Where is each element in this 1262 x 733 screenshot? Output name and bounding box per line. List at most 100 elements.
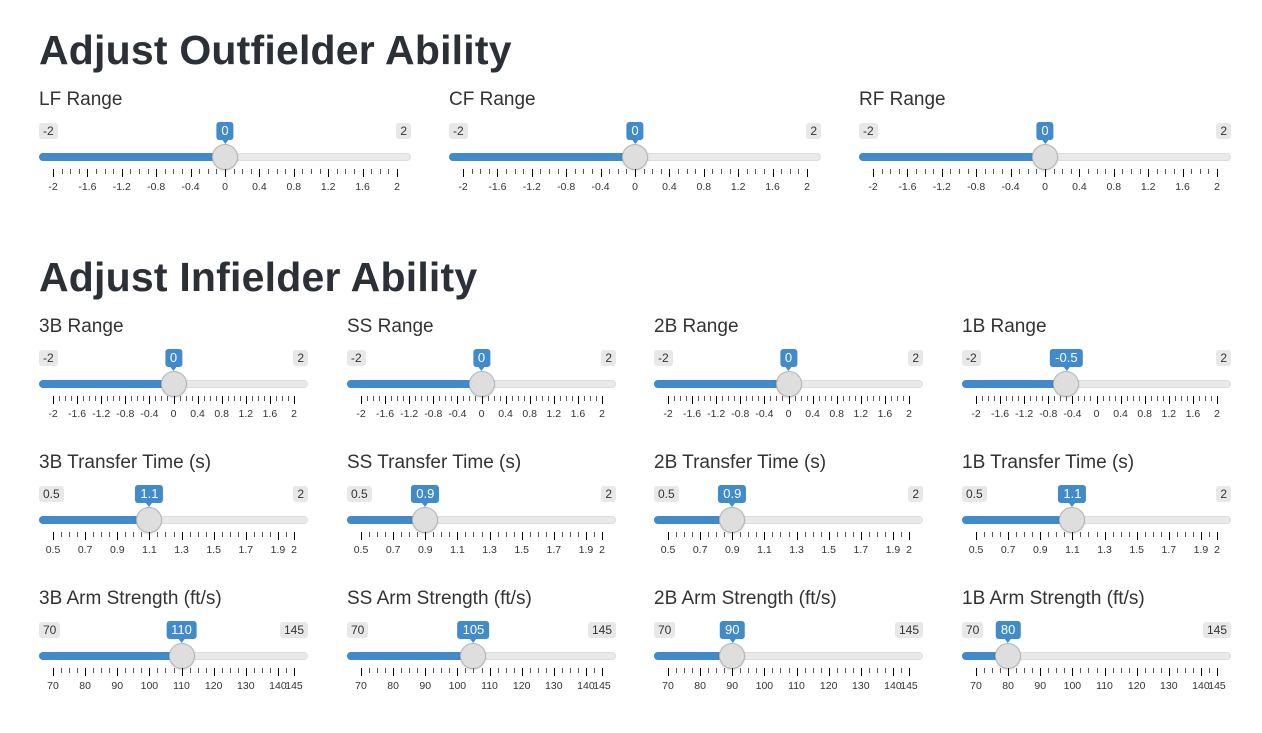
slider-minor-tick	[433, 532, 435, 537]
slider-tick-label: -1.6	[78, 181, 97, 193]
slider-major-tick	[393, 668, 395, 676]
slider-tick-label: 2	[291, 544, 297, 556]
slider-minor-tick	[371, 169, 373, 174]
slider-minor-tick	[1138, 396, 1140, 401]
slider-minor-tick	[268, 169, 269, 174]
slider-minor-tick	[900, 668, 902, 673]
slider-minor-tick	[1064, 668, 1066, 673]
slider-major-tick	[892, 532, 894, 540]
slider-minor-tick	[465, 532, 467, 537]
slider-minor-tick	[261, 668, 263, 673]
slider-minor-tick	[721, 169, 722, 174]
slider-tick-label: -0.8	[116, 408, 135, 420]
slider-tick-label: 1.3	[174, 544, 189, 556]
slider-major-tick	[812, 396, 814, 404]
slider-major-tick	[732, 668, 734, 676]
slider-major-tick	[385, 396, 387, 404]
slider-major-tick	[764, 668, 766, 676]
slider-major-tick	[892, 668, 894, 676]
rf-range-slider[interactable]: RF Range -2 2 0 -2 -1.6 -1.2 -0.8 -0.4 0 0.4 0.8 1.2…	[859, 90, 1231, 193]
slider-tick-label: -2	[971, 408, 981, 420]
slider-handle[interactable]	[160, 371, 187, 397]
slider-major-tick	[85, 668, 87, 676]
slider-minor-tick	[130, 169, 132, 174]
slider-minor-tick	[1165, 169, 1167, 174]
cf-range-slider[interactable]: CF Range -2 2 0 -2 -1.6 -1.2 -0.8 -0.4 0 0.4 0.8 1.2…	[449, 90, 821, 193]
slider-major-tick	[1120, 396, 1122, 404]
slider-tick-label: 0	[1093, 408, 1100, 420]
slider-handle[interactable]	[622, 144, 648, 170]
1b-range-slider[interactable]: 1B Range -2 2 -0.5 -2 -1.6 -1.2 -0.8 -0.4 0 0.4 0.8…	[962, 317, 1231, 420]
slider-tick-label: 0.5	[968, 544, 984, 556]
slider-minor-tick	[1192, 668, 1194, 673]
3b-transfer-time-s-slider[interactable]: 3B Transfer Time (s) 0.5 2 1.1 0.5 0.7 0.9 1.1 1…	[39, 453, 308, 556]
ss-arm-strength-ft-s-slider[interactable]: SS Arm Strength (ft/s) 70 145 105 70 80 90 100 1…	[347, 589, 616, 692]
slider-minor-tick	[881, 169, 883, 174]
slider-minor-tick	[836, 532, 838, 537]
slider-minor-tick	[403, 396, 405, 401]
slider-major-tick	[553, 532, 555, 540]
slider-minor-tick	[133, 668, 135, 673]
slider-label: 2B Arm Strength (ft/s)	[654, 588, 837, 609]
slider-major-tick	[700, 668, 702, 676]
1b-transfer-time-s-slider[interactable]: 1B Transfer Time (s) 0.5 2 1.1 0.5 0.7 0.9 1.1 1…	[962, 452, 1231, 556]
ss-range-slider[interactable]: SS Range -2 2 0 -2 -1.6 -1.2 -0.8 -0.4 0 0.4 0.8 1.2…	[347, 317, 616, 420]
slider-minor-tick	[285, 169, 287, 174]
lf-range-slider[interactable]: LF Range -2 2 0 -2 -1.6 -1.2 -0.8 -0.4 0 0.4 0.8 1.2…	[39, 90, 411, 193]
slider-major-tick	[77, 396, 79, 404]
slider-minor-tick	[379, 396, 381, 401]
slider-minor-tick	[896, 396, 898, 401]
slider-tick-label: 1.3	[1097, 544, 1112, 556]
2b-range-slider[interactable]: 2B Range -2 2 0 -2 -1.6 -1.2 -0.8 -0.4 0 0.4 0.8 1.2…	[654, 317, 923, 420]
slider-tick-label: -2	[868, 181, 878, 193]
slider-major-tick	[361, 396, 362, 404]
slider-minor-tick	[157, 668, 159, 673]
slider-tick-label: 90	[726, 680, 739, 692]
slider-minor-tick	[1088, 532, 1090, 537]
slider-minor-tick	[514, 169, 516, 174]
3b-range-slider[interactable]: 3B Range -2 2 0 -2 -1.6 -1.2 -0.8 -0.4 0 0.4 0.8 1.2…	[39, 317, 308, 420]
slider-minor-tick	[506, 169, 507, 174]
slider-minor-tick	[1105, 169, 1107, 174]
slider-minor-tick	[369, 532, 371, 537]
ss-transfer-time-s-slider[interactable]: SS Transfer Time (s) 0.5 2 0.9 0.5 0.7 0.9 1.1 1…	[347, 453, 616, 556]
slider-minor-tick	[83, 396, 85, 401]
2b-transfer-time-s-slider[interactable]: 2B Transfer Time (s) 0.5 2 0.9 0.5 0.7 0.9 1.1 1…	[654, 453, 923, 556]
slider-handle[interactable]	[719, 643, 746, 669]
slider-major-tick	[1008, 668, 1010, 676]
slider-major-tick	[433, 396, 435, 404]
slider-minor-tick	[373, 396, 375, 401]
slider-minor-tick	[96, 169, 97, 174]
slider-tick-label: 1.2	[1140, 181, 1156, 193]
slider-major-tick	[425, 668, 427, 676]
slider-minor-tick	[609, 169, 611, 174]
slider-major-tick	[941, 169, 943, 177]
slider-tick-label: 1.6	[262, 408, 278, 420]
slider-tick-label: 140	[1192, 680, 1210, 692]
slider-tick-label: 2	[599, 544, 605, 556]
slider-minor-tick	[772, 532, 774, 537]
slider-minor-tick	[445, 396, 447, 401]
1b-arm-strength-ft-s-slider[interactable]: 1B Arm Strength (ft/s) 70 145 80 70 80 90 100 11…	[962, 589, 1231, 692]
slider-major-tick	[796, 532, 798, 540]
slider-major-tick	[796, 668, 798, 676]
slider-minor-tick	[1016, 532, 1018, 537]
slider-minor-tick	[950, 169, 952, 174]
2b-arm-strength-ft-s-slider[interactable]: 2B Arm Strength (ft/s) 70 145 90 70 80 90 100 11…	[654, 588, 923, 692]
slider-minor-tick	[165, 668, 167, 673]
slider-minor-tick	[583, 169, 585, 174]
slider-tick-grid: 70 80 90 100 110 120 130 140 145	[39, 662, 308, 692]
slider-label: 1B Transfer Time (s)	[962, 452, 1135, 473]
slider-minor-tick	[529, 532, 531, 537]
slider-minor-tick	[776, 396, 778, 401]
slider-minor-tick	[59, 396, 61, 401]
slider-minor-tick	[95, 396, 97, 401]
slider-tick-label: 1.3	[789, 544, 804, 556]
slider-fill-bar	[347, 652, 474, 660]
slider-major-tick	[884, 396, 886, 404]
slider-minor-tick	[1152, 532, 1154, 537]
slider-minor-tick	[680, 396, 682, 401]
3b-arm-strength-ft-s-slider[interactable]: 3B Arm Strength (ft/s) 70 145 110 70 80 90 100 1…	[39, 589, 308, 692]
slider-handle[interactable]	[1053, 371, 1080, 397]
slider-major-tick	[602, 396, 603, 404]
